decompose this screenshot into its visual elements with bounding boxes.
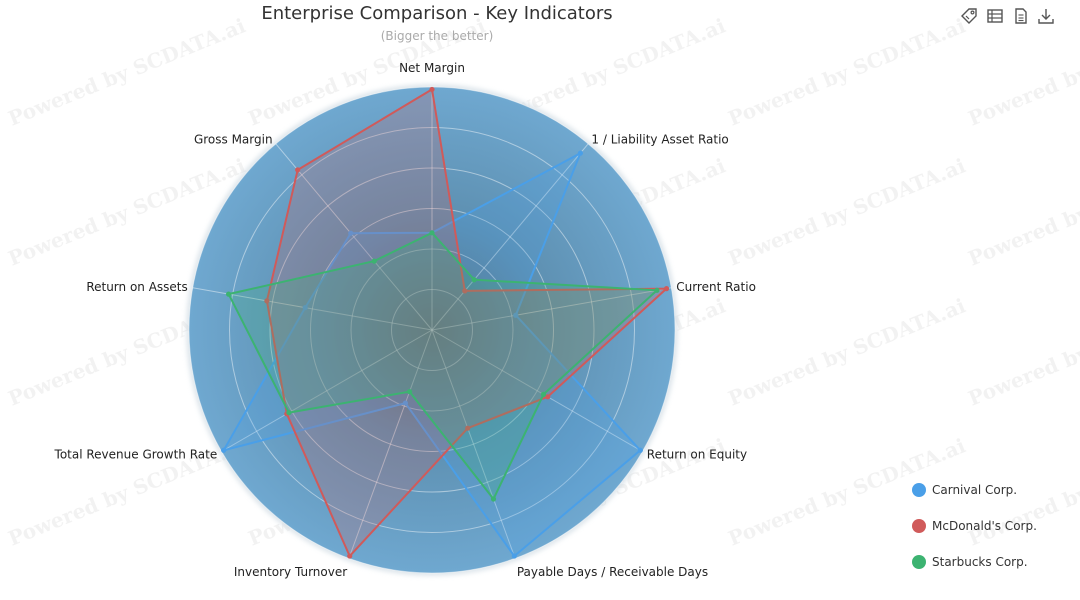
indicator-label: Total Revenue Growth Rate	[54, 448, 218, 462]
radar-ring	[350, 248, 514, 412]
data-point-starbucks[interactable]	[406, 389, 413, 395]
chart-legend: Carnival Corp. McDonald's Corp. Starbuck…	[912, 472, 1037, 580]
data-point-carnival[interactable]	[302, 305, 308, 311]
chart-title: Enterprise Comparison - Key Indicators	[261, 3, 613, 24]
data-point-carnival[interactable]	[221, 447, 227, 453]
data-point-starbucks[interactable]	[429, 230, 435, 236]
radar-chart: Net Margin 1 / Liability Asset Ratio Curre…	[54, 61, 756, 579]
legend-item-carnival[interactable]: Carnival Corp.	[912, 472, 1037, 508]
radar-series-layer	[221, 86, 670, 559]
data-point-mcdonalds[interactable]	[347, 553, 353, 559]
radar-spoke	[192, 287, 433, 331]
indicator-labels: Net Margin 1 / Liability Asset Ratio Curre…	[54, 61, 756, 579]
data-point-carnival[interactable]	[577, 150, 583, 156]
radar-background	[189, 87, 675, 573]
legend-item-starbucks[interactable]: Starbucks Corp.	[912, 544, 1037, 580]
data-point-mcdonalds[interactable]	[465, 425, 471, 431]
chart-subtitle: (Bigger the better)	[380, 29, 494, 43]
data-point-starbucks[interactable]	[225, 291, 232, 297]
watermark-text: Powered by SCDATA.ai	[964, 153, 1080, 271]
data-point-carnival[interactable]	[348, 230, 354, 236]
radar-spoke	[348, 329, 433, 559]
document-icon[interactable]	[1010, 6, 1032, 26]
data-point-carnival[interactable]	[402, 400, 409, 406]
radar-spoke	[431, 329, 516, 559]
radar-spoke	[431, 287, 672, 331]
legend-label-carnival: Carnival Corp.	[932, 483, 1018, 497]
radar-spoke	[221, 329, 433, 452]
watermark-text: Powered by SCDATA.ai	[964, 293, 1080, 411]
watermark-text: Powered by SCDATA.ai	[964, 13, 1080, 131]
legend-item-mcdonalds[interactable]: McDonald's Corp.	[912, 508, 1037, 544]
data-point-carnival[interactable]	[637, 447, 643, 453]
indicator-label: Return on Equity	[647, 448, 747, 462]
indicator-label: Inventory Turnover	[234, 565, 347, 579]
data-point-carnival[interactable]	[511, 553, 517, 559]
radar-spoke	[275, 143, 433, 331]
indicator-label: 1 / Liability Asset Ratio	[591, 132, 728, 146]
data-point-starbucks[interactable]	[371, 258, 377, 264]
radar-ring	[269, 167, 595, 493]
data-point-mcdonalds[interactable]	[545, 394, 551, 400]
data-point-mcdonalds[interactable]	[462, 288, 468, 294]
indicator-label: Payable Days / Receivable Days	[517, 565, 708, 579]
series-area-carnival[interactable]	[221, 151, 642, 558]
radar-ring	[229, 127, 635, 533]
radar-spoke	[431, 329, 643, 452]
indicator-label: Current Ratio	[676, 280, 756, 294]
legend-dot-carnival	[912, 483, 926, 497]
data-point-carnival[interactable]	[513, 312, 519, 318]
radar-rings	[188, 86, 676, 574]
indicator-label: Return on Assets	[86, 280, 187, 294]
indicator-label: Gross Margin	[194, 132, 273, 146]
radar-spokes	[192, 87, 672, 559]
data-point-mcdonalds[interactable]	[295, 167, 301, 173]
data-point-starbucks[interactable]	[490, 496, 497, 502]
legend-dot-starbucks	[912, 555, 926, 569]
data-point-mcdonalds[interactable]	[429, 86, 435, 93]
radar-ring	[310, 208, 554, 452]
radar-ring	[391, 289, 473, 371]
data-point-mcdonalds[interactable]	[264, 298, 270, 304]
legend-dot-mcdonalds	[912, 519, 926, 533]
legend-label-mcdonalds: McDonald's Corp.	[932, 519, 1037, 533]
download-icon[interactable]	[1035, 6, 1057, 26]
indicator-label: Net Margin	[399, 61, 465, 75]
data-point-starbucks[interactable]	[471, 277, 477, 283]
data-point-starbucks[interactable]	[540, 391, 547, 397]
series-area-starbucks[interactable]	[227, 231, 660, 501]
series-area-mcdonalds[interactable]	[265, 87, 670, 558]
data-view-icon[interactable]	[984, 6, 1006, 26]
tag-icon[interactable]	[958, 6, 980, 26]
legend-label-starbucks: Starbucks Corp.	[932, 555, 1028, 569]
data-point-starbucks[interactable]	[286, 410, 292, 416]
radar-spoke	[431, 143, 589, 331]
data-point-starbucks[interactable]	[654, 287, 660, 293]
data-point-mcdonalds[interactable]	[663, 286, 670, 292]
